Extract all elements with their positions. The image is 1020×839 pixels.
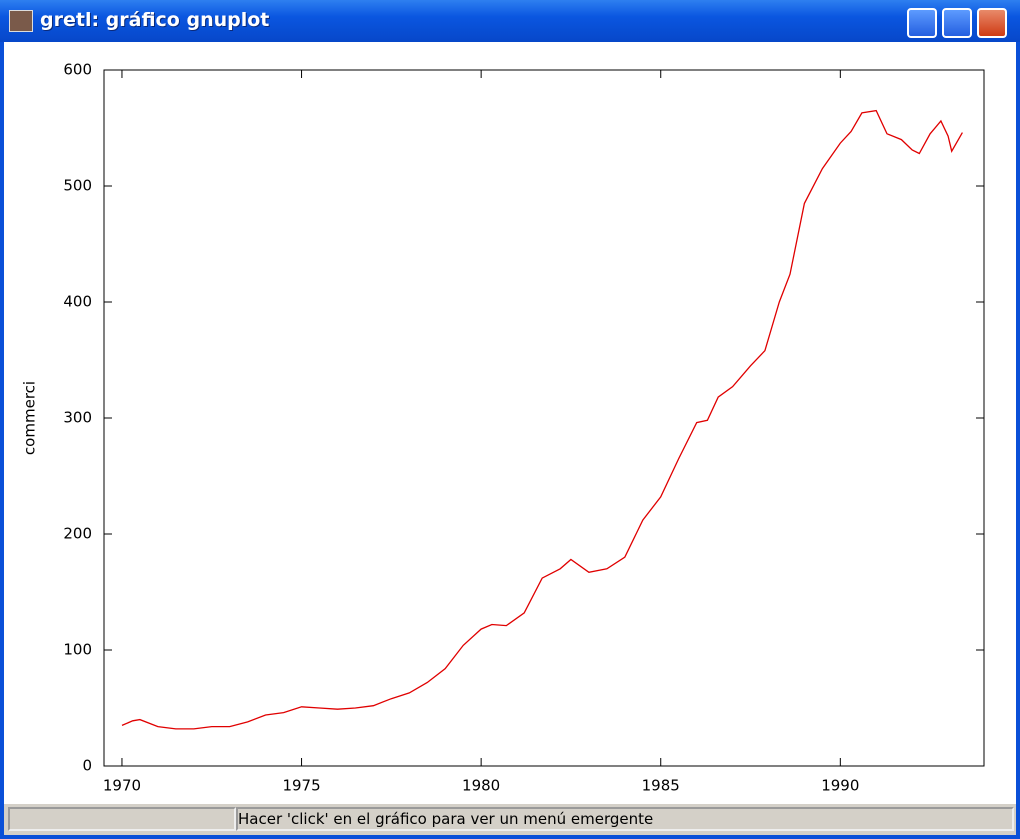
y-tick-label: 600 (63, 61, 92, 79)
close-button[interactable] (977, 8, 1007, 38)
y-tick-label: 400 (63, 293, 92, 311)
status-bar: Hacer 'click' en el gráfico para ver un … (4, 804, 1016, 835)
maximize-button[interactable] (942, 8, 972, 38)
data-line (121, 109, 963, 730)
chart: commerci 0 100 200 300 400 500 600 1970 1975 1980… (21, 61, 985, 795)
y-tick-label: 0 (82, 757, 92, 775)
y-axis-label: commerci (21, 381, 39, 455)
app-icon (9, 10, 33, 32)
title-bar: gretl: gráfico gnuplot (0, 0, 1020, 42)
y-tick-label: 300 (63, 409, 92, 427)
x-tick-label: 1990 (821, 777, 859, 795)
minimize-button[interactable] (907, 8, 937, 38)
x-tick-label: 1975 (282, 777, 320, 795)
y-tick-label: 100 (63, 641, 92, 659)
x-tick-label: 1980 (462, 777, 500, 795)
status-text: Hacer 'click' en el gráfico para ver un … (236, 807, 1014, 831)
y-tick-label: 500 (63, 177, 92, 195)
y-tick-label: 200 (63, 525, 92, 543)
window-title: gretl: gráfico gnuplot (40, 9, 270, 31)
x-tick-label: 1985 (642, 777, 680, 795)
x-tick-label: 1970 (103, 777, 141, 795)
plot-area[interactable]: commerci 0 100 200 300 400 500 600 1970 1975 1980… (4, 42, 1016, 835)
status-panel (8, 807, 236, 831)
plot-frame (103, 69, 985, 767)
